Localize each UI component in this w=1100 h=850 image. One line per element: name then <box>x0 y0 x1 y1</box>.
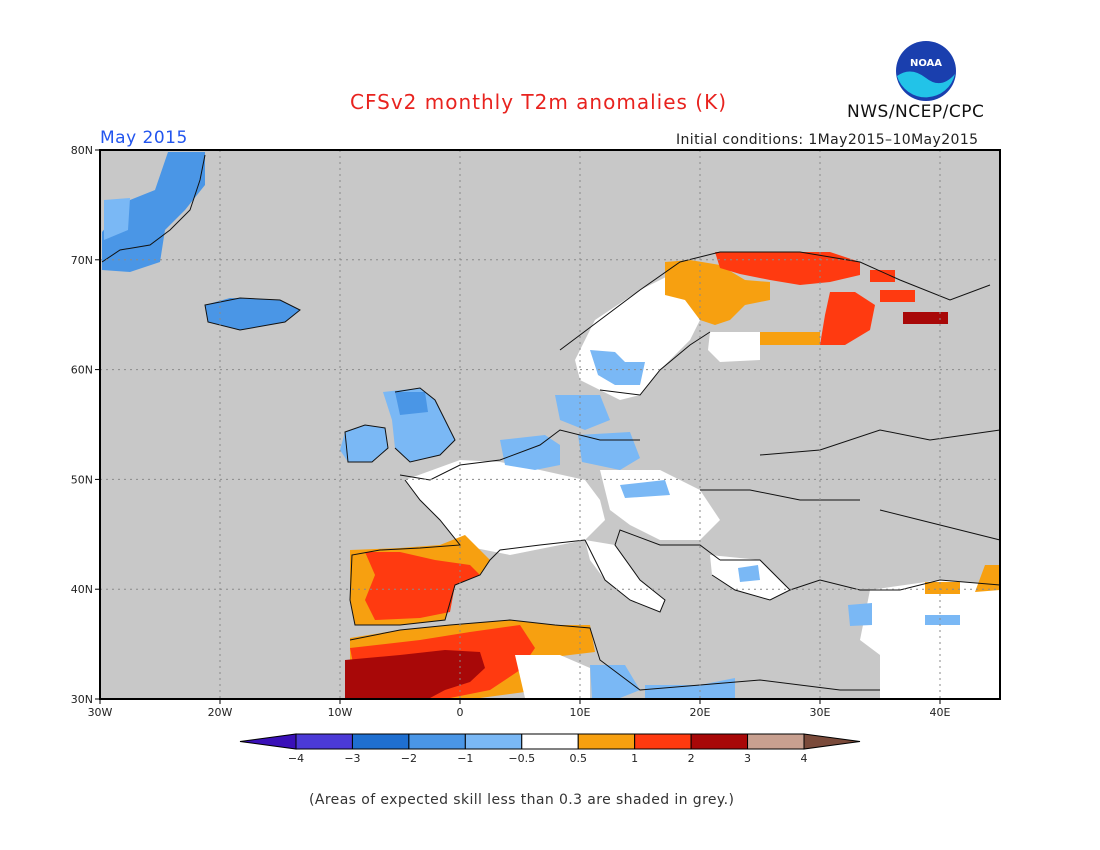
colorbar-label: −2 <box>401 752 417 765</box>
colorbar-label: 0.5 <box>569 752 587 765</box>
patch-east-orange <box>975 565 1000 592</box>
colorbar-label: 3 <box>744 752 751 765</box>
colorbar-swatch <box>690 733 749 750</box>
patch-turkey-blue <box>925 615 960 625</box>
y-tick-label: 80N <box>71 144 93 157</box>
colorbar-label: 1 <box>631 752 638 765</box>
map-frame <box>99 149 1001 700</box>
patch-sweden-blue <box>590 350 645 385</box>
patch-iberia-red <box>365 552 480 620</box>
colorbar-swatch <box>577 733 636 750</box>
colorbar-label: −0.5 <box>508 752 535 765</box>
patch-greece-blue <box>738 565 760 582</box>
y-tick-label: 40N <box>71 583 93 596</box>
map-axis-ticks: 30W 20W 10W 0 10E 20E 30E 40E 80N 70N 60N 50N 40N 30N <box>71 144 951 719</box>
patch-germany-blue <box>578 432 640 470</box>
patch-karelia-red <box>820 292 875 345</box>
x-tick-label: 30E <box>810 706 831 719</box>
map-title: CFSv2 monthly T2m anomalies (K) <box>350 90 727 114</box>
x-tick-label: 20W <box>208 706 233 719</box>
patch-sahara-white <box>515 655 590 698</box>
patch-finland-orange <box>758 332 820 345</box>
patch-maghreb-dkred <box>345 650 485 698</box>
patch-whitesea-red <box>880 290 915 302</box>
patch-greenland-light <box>104 198 130 240</box>
patch-norway-orange <box>665 260 770 325</box>
x-tick-label: 40E <box>930 706 951 719</box>
initial-conditions: Initial conditions: 1May2015–10May2015 <box>676 132 979 148</box>
patch-italy-white <box>585 540 665 612</box>
patch-iceland <box>205 298 300 330</box>
colorbar-swatch <box>521 733 579 750</box>
colorbar-min-arrow <box>239 733 297 750</box>
patch-kola-red <box>870 270 895 282</box>
patch-benelux-blue <box>500 435 560 470</box>
x-tick-label: 10W <box>328 706 353 719</box>
colorbar-label: 4 <box>801 752 808 765</box>
colorbar-label: −3 <box>344 752 360 765</box>
patch-britain-dark <box>395 392 428 415</box>
patch-libya-blue <box>590 665 640 698</box>
patch-cyprus-blue <box>848 603 872 626</box>
patch-greenland <box>102 152 205 272</box>
colorbar-swatch <box>464 733 523 750</box>
x-tick-label: 10E <box>570 706 591 719</box>
patch-central-blue <box>620 480 670 498</box>
colorbar-swatch <box>408 733 466 750</box>
colorbar-max-arrow <box>803 733 861 750</box>
y-tick-label: 30N <box>71 693 93 706</box>
colorbar-swatch <box>351 733 410 750</box>
colorbar-label: −4 <box>288 752 304 765</box>
y-tick-label: 70N <box>71 254 93 267</box>
patch-finland-white <box>708 332 760 362</box>
colorbar-swatch <box>747 733 805 750</box>
anomaly-patches <box>102 152 1000 700</box>
x-tick-label: 20E <box>690 706 711 719</box>
colorbar-swatch <box>295 733 353 750</box>
y-tick-label: 60N <box>71 364 93 377</box>
forecast-month: May 2015 <box>100 128 188 148</box>
patch-lapland-red <box>715 252 860 285</box>
footnote: (Areas of expected skill less than 0.3 a… <box>309 792 735 808</box>
colorbar-swatch <box>634 733 692 750</box>
patch-dkred-north <box>903 312 948 324</box>
y-tick-label: 50N <box>71 473 93 486</box>
noaa-logo-text: NOAA <box>910 58 942 69</box>
patch-turkey-white <box>860 580 1000 700</box>
patch-denmark-blue <box>555 395 610 430</box>
map-gridlines <box>100 150 1000 699</box>
colorbar-label: −1 <box>457 752 473 765</box>
patch-east-orange2 <box>925 582 960 594</box>
organization-label: NWS/NCEP/CPC <box>847 102 985 122</box>
patch-ireland <box>340 425 388 462</box>
colorbar: −4 −3 −2 −1 −0.5 0.5 1 2 3 4 <box>239 733 861 765</box>
noaa-logo: NOAA <box>895 40 957 102</box>
colorbar-label: 2 <box>688 752 695 765</box>
coastlines <box>101 154 1001 691</box>
x-tick-label: 30W <box>88 706 113 719</box>
patch-egypt-blue <box>645 678 735 698</box>
x-tick-label: 0 <box>457 706 464 719</box>
patch-france-white <box>405 460 605 555</box>
